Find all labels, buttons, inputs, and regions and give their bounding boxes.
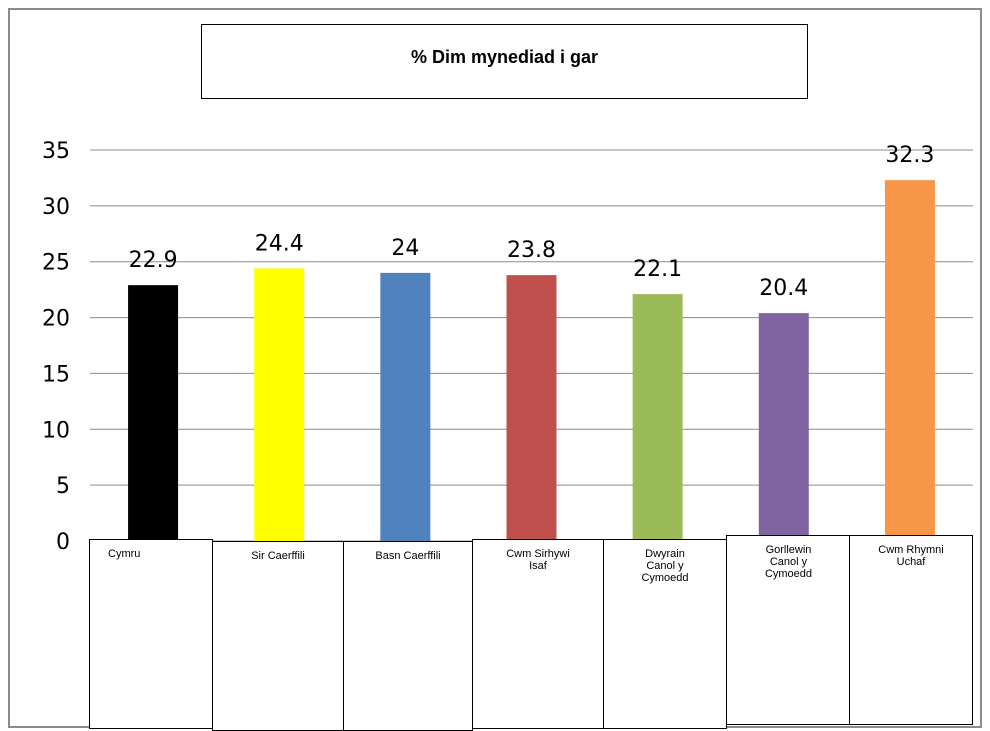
y-tick-label: 25: [42, 251, 70, 276]
bar: [128, 285, 179, 541]
data-label: 22.1: [633, 257, 682, 282]
x-tick-label: Basn Caerffili: [375, 550, 441, 562]
category-label-box: Cwm Sirhywi Isaf: [472, 539, 604, 729]
y-tick-label: 10: [42, 418, 70, 443]
category-label-box: Dwyrain Canol y Cymoedd: [603, 539, 727, 729]
bar: [632, 294, 683, 541]
category-label-box: Cwm Rhymni Uchaf: [849, 535, 973, 725]
data-label: 24.4: [255, 231, 304, 256]
chart-title-box: % Dim mynediad i gar: [201, 24, 808, 99]
data-label: 20.4: [759, 276, 808, 301]
category-label-box: Basn Caerffili: [343, 541, 473, 731]
x-tick-label: Gorllewin Canol y Cymoedd: [764, 544, 813, 580]
x-tick-label: Sir Caerffili: [251, 550, 305, 562]
bar: [506, 275, 557, 541]
y-tick-label: 0: [56, 530, 70, 555]
bar: [380, 272, 431, 541]
bar: [254, 268, 305, 541]
bar: [884, 180, 935, 542]
category-label-box: Gorllewin Canol y Cymoedd: [726, 535, 851, 725]
data-label: 24: [391, 236, 419, 261]
data-label: 32.3: [885, 143, 934, 168]
y-tick-label: 20: [42, 307, 70, 332]
category-label-box: Cymru: [89, 539, 213, 729]
x-tick-label: Cwm Sirhywi Isaf: [506, 548, 570, 572]
bar: [758, 313, 809, 541]
y-tick-label: 15: [42, 362, 70, 387]
y-tick-label: 35: [42, 139, 70, 164]
x-tick-label: Dwyrain Canol y Cymoedd: [641, 548, 689, 584]
data-label: 23.8: [507, 238, 556, 263]
x-tick-label: Cymru: [108, 548, 141, 560]
x-tick-label: Cwm Rhymni Uchaf: [878, 544, 944, 568]
data-label: 22.9: [129, 248, 178, 273]
chart-title: % Dim mynediad i gar: [410, 47, 599, 67]
y-tick-label: 5: [56, 474, 70, 499]
category-label-box: Sir Caerffili: [212, 541, 344, 731]
y-tick-label: 30: [42, 195, 70, 220]
